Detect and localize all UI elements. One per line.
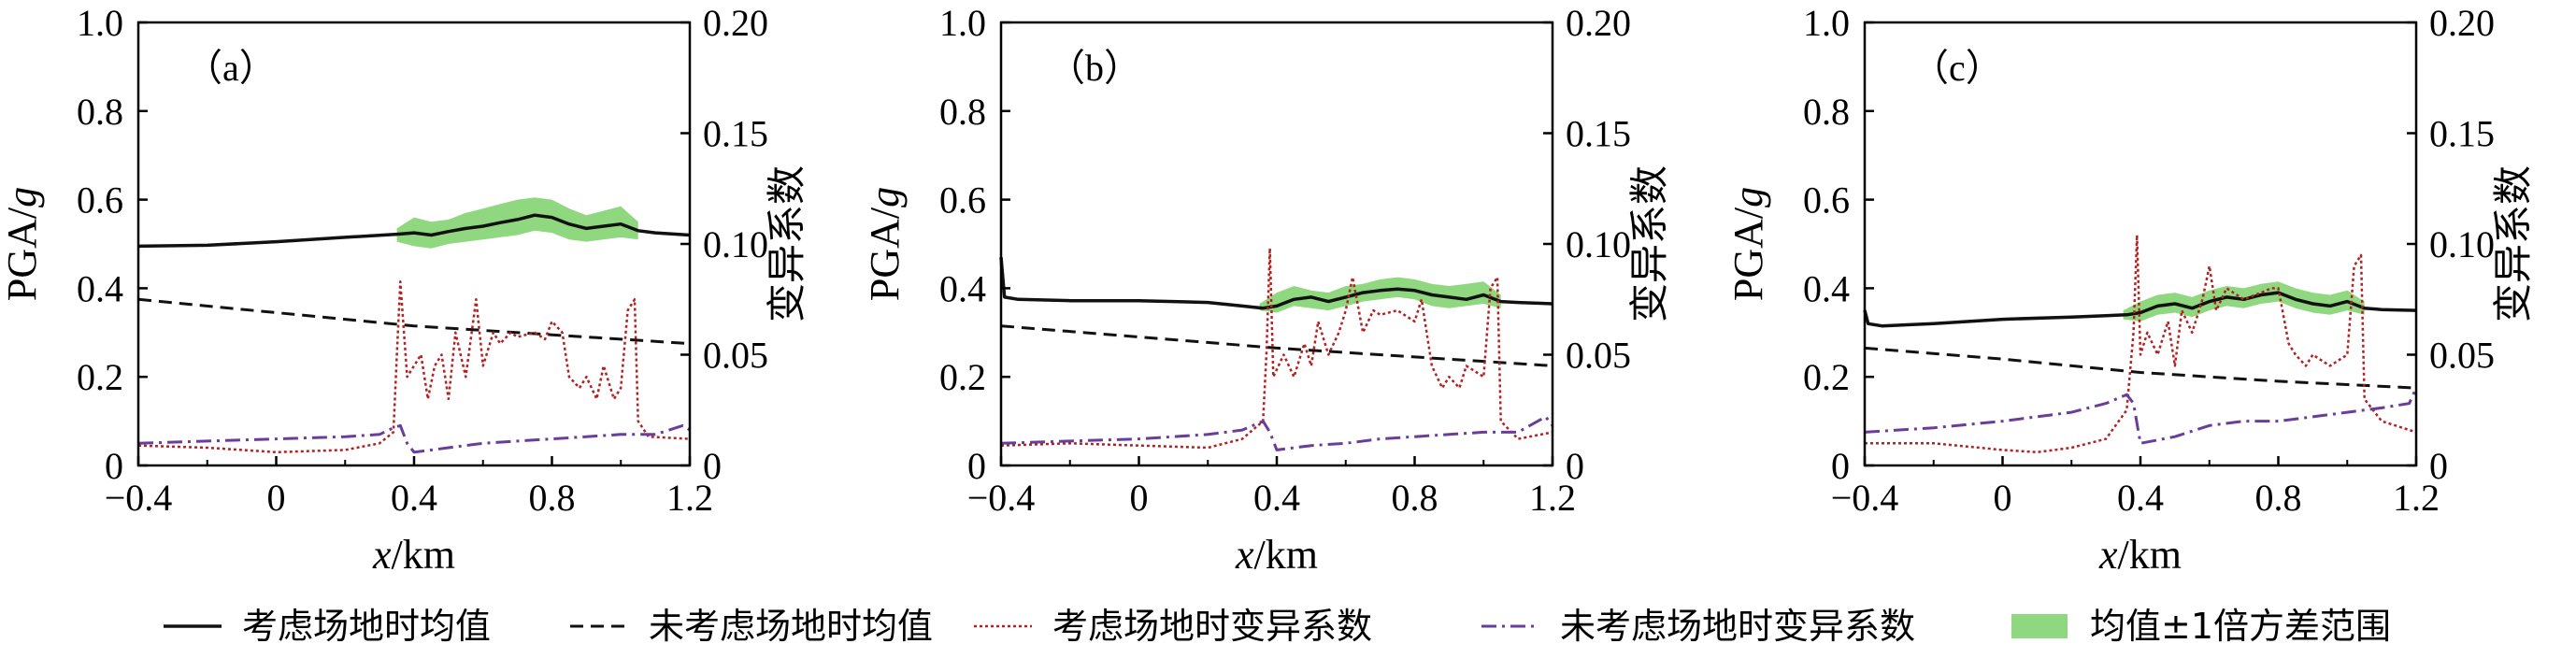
- y-tick-label: 0.4: [939, 267, 986, 309]
- y-tick-label: 0: [105, 445, 123, 487]
- y2-tick-label: 0.20: [703, 2, 768, 44]
- y2-axis-label: 变异系数: [2490, 165, 2536, 322]
- y-tick-label: 1.0: [1803, 2, 1850, 44]
- y2-tick-label: 0.15: [2429, 113, 2495, 155]
- series-line-dotted: [137, 280, 691, 454]
- y-tick-label: 0.8: [939, 91, 986, 133]
- y-tick-label: 0.6: [939, 179, 986, 222]
- y2-tick-label: 0.10: [703, 223, 768, 265]
- y-tick-label: 0.8: [77, 91, 123, 133]
- x-tick-label: −0.4: [967, 477, 1036, 519]
- y-tick-label: 1.0: [939, 2, 986, 44]
- plot-frame: [999, 21, 1554, 467]
- x-tick-label: 0: [267, 477, 286, 519]
- y-tick-label: 0.8: [1803, 91, 1850, 133]
- x-tick-label: 0.8: [529, 477, 576, 519]
- panel-label: （c）: [1911, 47, 2003, 89]
- series-line-solid: [137, 213, 691, 249]
- panel-label: （a）: [185, 47, 277, 89]
- y-tick-label: 0.2: [77, 356, 123, 398]
- chart-panel-1: −0.4 0 0.4 0.8 1.200.20.40.60.81.000.050.100…: [0, 2, 809, 578]
- series-line-dashed: [1000, 324, 1553, 367]
- legend-label: 考虑场地时变异系数: [1052, 606, 1372, 647]
- plot-frame: [1863, 21, 2418, 467]
- chart-panel-2: −0.4 0 0.4 0.8 1.200.20.40.60.81.000.050.100…: [862, 2, 1672, 578]
- series-line-dotted: [1000, 247, 1553, 450]
- x-tick-label: −0.4: [1831, 477, 1899, 519]
- x-tick-label: 1.2: [666, 477, 713, 519]
- x-tick-label: −0.4: [105, 477, 173, 519]
- legend-item-5: 均值±1倍方差范围: [2011, 606, 2391, 647]
- series-line-solid: [999, 257, 1553, 310]
- legend-label: 均值±1倍方差范围: [2090, 606, 2391, 647]
- series-line-dashdot: [1000, 415, 1554, 451]
- y-axis-label: PGA/g: [0, 187, 45, 301]
- legend-label: 未考虑场地时变异系数: [1560, 606, 1915, 647]
- y2-tick-label: 0: [1566, 445, 1584, 487]
- x-axis-label: x/km: [1235, 532, 1318, 578]
- series-line-dashed: [137, 297, 691, 346]
- y-tick-label: 0.4: [77, 267, 123, 309]
- variance-band: [2123, 281, 2365, 322]
- x-tick-label: 0.8: [1392, 477, 1438, 519]
- legend-item-4: 未考虑场地时变异系数: [1481, 606, 1915, 647]
- y-tick-label: 0.6: [77, 179, 123, 222]
- x-axis-label: x/km: [2098, 532, 2182, 578]
- series-line-dotted: [1865, 234, 2417, 454]
- x-tick-label: 1.2: [1529, 477, 1576, 519]
- y2-tick-label: 0.15: [703, 113, 768, 155]
- y-axis-label: PGA/g: [1725, 187, 1771, 301]
- panel-label: （b）: [1048, 47, 1141, 89]
- series-line-dashdot: [1864, 387, 2418, 445]
- legend-label: 考虑场地时均值: [242, 606, 491, 647]
- y2-tick-label: 0.10: [1566, 223, 1631, 265]
- x-tick-label: 0.4: [2117, 477, 2164, 519]
- y2-axis-label: 变异系数: [1626, 165, 1672, 322]
- legend-item-1: 考虑场地时均值: [164, 606, 491, 647]
- legend-swatch-band: [2011, 614, 2068, 638]
- legend-label: 未考虑场地时均值: [649, 606, 933, 647]
- y-axis-label: PGA/g: [862, 187, 908, 301]
- x-tick-label: 0.4: [391, 477, 437, 519]
- y-tick-label: 0.2: [1803, 356, 1850, 398]
- y-tick-label: 0: [1831, 445, 1850, 487]
- y-tick-label: 1.0: [77, 2, 123, 44]
- x-axis-label: x/km: [372, 532, 455, 578]
- x-tick-label: 0: [1994, 477, 2012, 519]
- x-tick-label: 0.8: [2255, 477, 2302, 519]
- y2-tick-label: 0: [2429, 445, 2448, 487]
- series-line-dashed: [1864, 346, 2417, 390]
- series-line-dashdot: [137, 423, 691, 454]
- legend: 考虑场地时均值 未考虑场地时均值 考虑场地时变异系数 未考虑场地时变异系数 均值±1倍方…: [164, 606, 2391, 647]
- y2-tick-label: 0.05: [703, 335, 768, 377]
- y2-axis-label: 变异系数: [764, 165, 809, 322]
- y2-tick-label: 0: [703, 445, 722, 487]
- y2-tick-label: 0.05: [1566, 335, 1631, 377]
- variance-band: [1259, 277, 1501, 313]
- y2-tick-label: 0.20: [1566, 2, 1631, 44]
- x-tick-label: 1.2: [2393, 477, 2440, 519]
- x-tick-label: 0.4: [1253, 477, 1300, 519]
- y-tick-label: 0.4: [1803, 267, 1850, 309]
- y2-tick-label: 0.15: [1566, 113, 1631, 155]
- y-tick-label: 0.6: [1803, 179, 1850, 222]
- y2-tick-label: 0.05: [2429, 335, 2495, 377]
- legend-item-2: 未考虑场地时均值: [570, 606, 933, 647]
- chart-panel-3: −0.4 0 0.4 0.8 1.200.20.40.60.81.000.050.100…: [1725, 2, 2536, 578]
- variance-band: [396, 197, 638, 249]
- legend-item-3: 考虑场地时变异系数: [974, 606, 1372, 647]
- y2-tick-label: 0.10: [2429, 223, 2495, 265]
- y-tick-label: 0.2: [939, 356, 986, 398]
- y-tick-label: 0: [967, 445, 986, 487]
- x-tick-label: 0: [1130, 477, 1149, 519]
- panels-group: −0.4 0 0.4 0.8 1.200.20.40.60.81.000.050.100…: [0, 2, 2536, 578]
- y2-tick-label: 0.20: [2429, 2, 2495, 44]
